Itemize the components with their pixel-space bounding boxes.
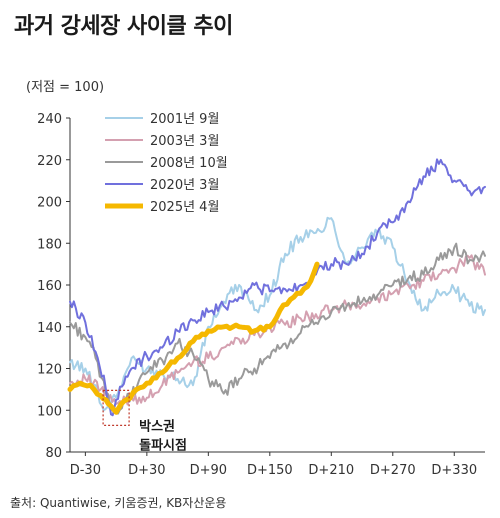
- y-tick-label: 80: [45, 446, 62, 461]
- x-tick-label: D+150: [247, 463, 293, 478]
- y-tick-label: 200: [37, 196, 62, 211]
- x-tick-label: D+30: [128, 463, 165, 478]
- y-tick-label: 220: [37, 154, 62, 169]
- line-chart: 80 100 120 140 160 180 200 220 240 D-30 D+30 D+90 D+…: [37, 112, 486, 478]
- y-tick-label: 120: [37, 363, 62, 378]
- y-tick-label: 140: [37, 321, 62, 336]
- x-tick-label: D-30: [70, 463, 101, 478]
- legend: 2001년 9월 2003년 3월 2008년 10월 2020년 3월 2025년 4…: [105, 112, 228, 215]
- x-tick-label: D+210: [308, 463, 354, 478]
- legend-label: 2003년 3월: [150, 134, 219, 149]
- y-tick-label: 240: [37, 112, 62, 127]
- legend-label: 2001년 9월: [150, 112, 219, 127]
- chart-title: 과거 강세장 사이클 추이: [14, 14, 233, 39]
- series-line-3: [69, 158, 486, 417]
- series-line-4: [67, 261, 320, 415]
- annotation-line-1: 박스권: [139, 418, 175, 434]
- annotation-line-2: 돌파시점: [139, 438, 187, 453]
- y-tick-label: 160: [37, 279, 62, 294]
- legend-label: 2020년 3월: [150, 178, 219, 193]
- source-note: 출처: Quantiwise, 키움증권, KB자산운용: [10, 496, 227, 510]
- series-line-2: [69, 242, 486, 415]
- x-tick-label: D+270: [370, 463, 416, 478]
- series-lines: [67, 158, 486, 417]
- axes: 80 100 120 140 160 180 200 220 240 D-30 D+30 D+90 D+…: [37, 112, 485, 478]
- x-tick-label: D+330: [431, 463, 477, 478]
- y-tick-label: 100: [37, 404, 62, 419]
- breakout-box: [102, 389, 130, 426]
- legend-label: 2025년 4월: [150, 200, 219, 215]
- y-tick-label: 180: [37, 237, 62, 252]
- breakout-annotation: 박스권 돌파시점: [102, 389, 187, 453]
- unit-label: (저점 = 100): [26, 80, 105, 95]
- legend-label: 2008년 10월: [150, 156, 228, 171]
- x-tick-label: D+90: [190, 463, 227, 478]
